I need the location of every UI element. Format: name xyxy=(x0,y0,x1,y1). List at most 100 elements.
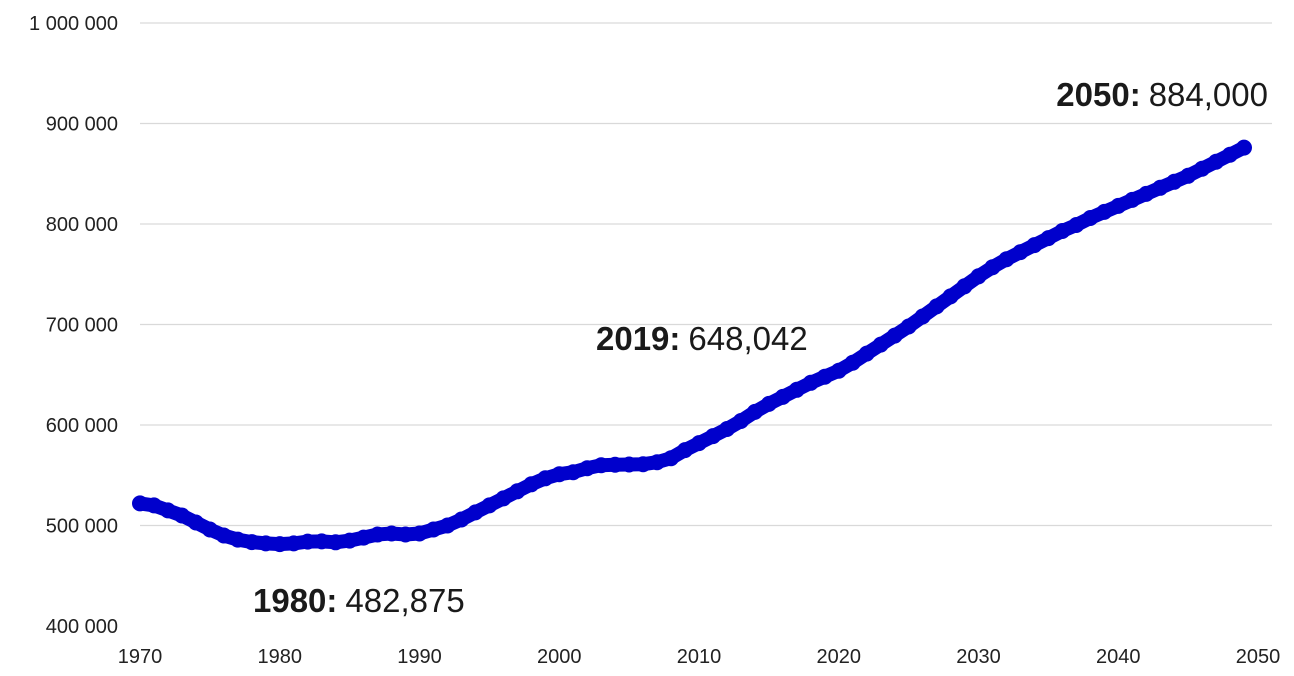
annotation-2050-year: 2050: xyxy=(1056,76,1140,113)
data-point-2003 xyxy=(593,457,610,474)
data-point-2048 xyxy=(1222,146,1238,163)
data-point-1987 xyxy=(369,526,386,543)
data-point-1983 xyxy=(313,533,330,550)
data-point-1986 xyxy=(355,529,372,546)
data-point-1980 xyxy=(271,536,288,553)
data-point-2017 xyxy=(788,381,805,398)
data-point-2019 xyxy=(816,368,833,385)
data-point-1979 xyxy=(257,535,274,552)
data-point-2032 xyxy=(998,251,1015,268)
data-point-2004 xyxy=(607,456,624,473)
gridlines xyxy=(140,22,1272,527)
data-point-1978 xyxy=(243,534,260,551)
data-point-1989 xyxy=(397,526,414,543)
y-tick-label-3: 700 000 xyxy=(46,315,118,337)
data-point-2031 xyxy=(984,259,1001,276)
data-point-1988 xyxy=(383,525,400,542)
data-point-2002 xyxy=(579,460,596,477)
data-point-2010 xyxy=(691,435,707,452)
annotation-1980: 1980: 482,875 xyxy=(253,582,465,619)
data-point-2015 xyxy=(760,395,777,412)
data-point-1995 xyxy=(481,497,498,514)
data-point-1972 xyxy=(159,502,176,519)
data-point-2018 xyxy=(802,374,819,391)
data-point-2029 xyxy=(956,278,973,295)
y-tick-label-0: 400 000 xyxy=(46,616,118,638)
y-tick-label-5: 900 000 xyxy=(46,114,118,136)
data-point-2043 xyxy=(1152,179,1169,196)
data-point-2027 xyxy=(928,298,945,315)
annotation-2019-year: 2019: xyxy=(596,320,680,357)
annotation-1980-value: 482,875 xyxy=(345,582,464,619)
x-tick-label-6: 2030 xyxy=(956,646,1001,668)
data-point-1982 xyxy=(299,533,316,550)
data-point-2000 xyxy=(551,466,568,483)
data-point-2022 xyxy=(858,345,875,362)
data-point-1974 xyxy=(187,514,204,531)
data-point-1990 xyxy=(411,525,428,542)
data-point-2013 xyxy=(732,413,749,429)
data-point-1970 xyxy=(132,495,148,512)
data-point-2046 xyxy=(1194,160,1211,177)
annotation-2019: 2019: 648,042 xyxy=(596,320,808,357)
data-point-1996 xyxy=(495,490,512,507)
data-point-1991 xyxy=(425,521,442,538)
data-point-1997 xyxy=(509,483,526,500)
data-point-2021 xyxy=(844,354,861,371)
data-point-2034 xyxy=(1026,237,1043,254)
data-point-2047 xyxy=(1208,153,1225,170)
x-tick-label-8: 2050 xyxy=(1236,646,1281,668)
data-point-2035 xyxy=(1040,230,1057,247)
data-point-2006 xyxy=(635,456,652,473)
data-point-2008 xyxy=(663,450,679,467)
data-point-2049 xyxy=(1236,139,1252,156)
data-point-1984 xyxy=(327,534,344,551)
data-point-2024 xyxy=(886,327,903,344)
data-point-1973 xyxy=(173,507,190,524)
data-point-2025 xyxy=(900,318,917,335)
data-point-2040 xyxy=(1110,197,1127,214)
data-point-1992 xyxy=(439,517,456,534)
data-point-2005 xyxy=(621,456,638,473)
data-point-2030 xyxy=(970,268,987,285)
annotation-2050: 2050: 884,000 xyxy=(1056,76,1268,113)
data-point-1998 xyxy=(523,476,540,493)
data-point-2045 xyxy=(1180,167,1197,184)
series-line xyxy=(132,139,1252,553)
data-point-2016 xyxy=(774,388,791,405)
data-point-2007 xyxy=(649,454,666,471)
x-axis-tick-labels: 1970 1980 1990 2000 2010 2020 2030 2040 2050 xyxy=(118,646,1281,668)
data-point-2014 xyxy=(746,403,763,420)
y-tick-label-1: 500 000 xyxy=(46,516,118,538)
data-point-1971 xyxy=(146,497,162,514)
x-tick-label-2: 1990 xyxy=(397,646,442,668)
annotation-2050-value: 884,000 xyxy=(1149,76,1268,113)
data-point-2036 xyxy=(1054,223,1071,239)
y-tick-label-2: 600 000 xyxy=(46,415,118,437)
annotation-1980-year: 1980: xyxy=(253,582,337,619)
data-point-2028 xyxy=(942,288,959,305)
data-point-2001 xyxy=(565,464,582,481)
y-axis-tick-labels: 400 000 500 000 600 000 700 000 800 000 900 0… xyxy=(29,13,118,638)
data-point-1981 xyxy=(285,535,302,552)
data-point-2033 xyxy=(1012,244,1029,261)
y-tick-label-4: 800 000 xyxy=(46,214,118,236)
data-point-2037 xyxy=(1068,217,1085,233)
x-tick-label-0: 1970 xyxy=(118,646,163,668)
x-tick-label-7: 2040 xyxy=(1096,646,1141,668)
data-point-2011 xyxy=(705,428,721,445)
data-point-2020 xyxy=(830,362,847,379)
x-tick-label-3: 2000 xyxy=(537,646,582,668)
data-point-2026 xyxy=(914,308,931,325)
annotation-2019-value: 648,042 xyxy=(688,320,807,357)
data-point-2009 xyxy=(677,442,693,459)
data-point-1993 xyxy=(453,511,470,528)
data-point-2041 xyxy=(1124,191,1141,208)
data-point-2039 xyxy=(1096,203,1113,220)
data-point-1994 xyxy=(467,504,484,521)
x-tick-label-5: 2020 xyxy=(817,646,862,668)
data-point-2012 xyxy=(719,421,735,437)
data-point-1999 xyxy=(537,470,554,487)
data-point-2038 xyxy=(1082,210,1099,226)
